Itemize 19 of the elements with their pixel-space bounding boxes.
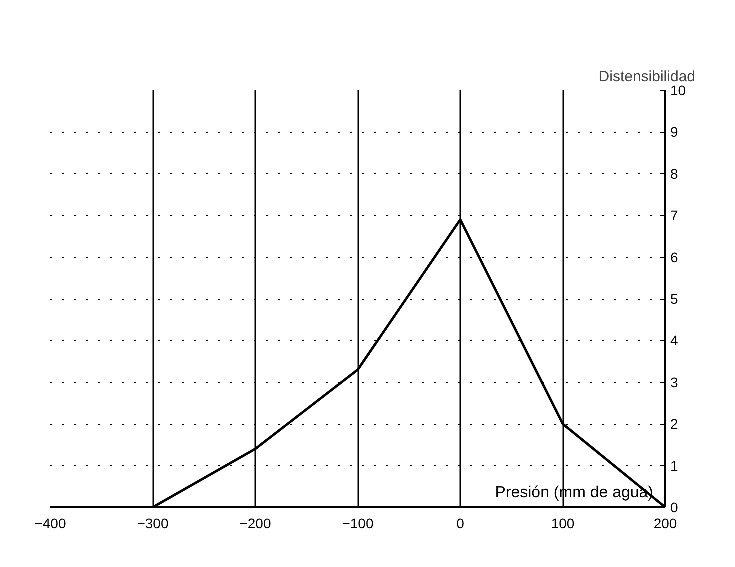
- y-tick-label: 5: [670, 291, 678, 307]
- x-tick-label: 200: [654, 516, 678, 532]
- y-tick-label: 4: [670, 332, 678, 349]
- y-tick-label: 6: [670, 249, 678, 266]
- x-tick-label: 100: [551, 516, 575, 532]
- y-tick-label: 8: [670, 166, 678, 182]
- y-tick-label: 0: [670, 500, 678, 516]
- y-axis-title: Distensibilidad: [598, 68, 696, 86]
- y-tick-label: 1: [670, 458, 678, 474]
- y-tick-label: 9: [670, 124, 678, 140]
- x-tick-label: −200: [240, 516, 272, 532]
- y-tick-label: 10: [670, 82, 686, 98]
- y-tick-label: 2: [670, 416, 678, 432]
- x-tick-label: −300: [137, 516, 169, 532]
- x-tick-label: 0: [456, 516, 465, 532]
- x-tick-label: −400: [34, 516, 66, 532]
- y-tick-label: 3: [670, 374, 678, 390]
- x-tick-label: −100: [342, 516, 374, 532]
- y-tick-label: 7: [670, 208, 678, 224]
